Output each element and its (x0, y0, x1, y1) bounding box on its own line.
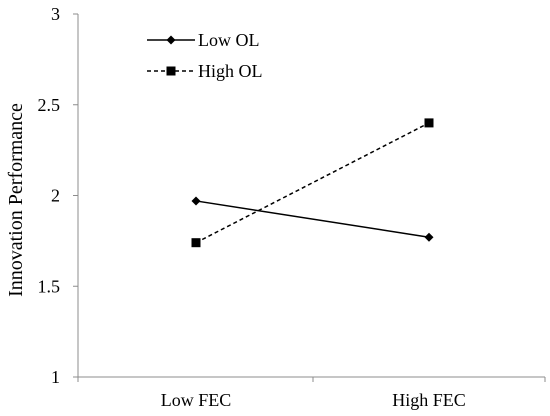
y-axis-label: Innovation Performance (5, 103, 27, 297)
y-tick-label: 1.5 (38, 276, 61, 296)
square-marker (191, 238, 201, 248)
axes: 1 1.5 2 2.5 3 Low FEC High FEC (38, 4, 546, 410)
diamond-marker (424, 232, 434, 242)
y-tick-label: 1 (51, 367, 60, 387)
y-tick-label: 3 (51, 4, 60, 24)
x-tick-label: Low FEC (161, 390, 232, 410)
legend-item: Low OL (147, 30, 260, 50)
series-line (195, 200, 430, 238)
diamond-marker (191, 196, 201, 206)
series-high-ol (191, 118, 434, 248)
square-marker (166, 66, 176, 76)
legend: Low OL High OL (147, 30, 263, 81)
legend-item: High OL (147, 61, 263, 81)
x-tick-label: High FEC (392, 390, 466, 410)
y-tick-label: 2 (51, 186, 60, 206)
legend-label: Low OL (198, 30, 260, 50)
square-marker (424, 118, 434, 128)
legend-label: High OL (198, 61, 263, 81)
y-tick-label: 2.5 (38, 95, 61, 115)
diamond-marker (166, 35, 176, 45)
series-low-ol (191, 196, 434, 242)
series-line (195, 122, 430, 244)
series-layer (191, 118, 434, 248)
